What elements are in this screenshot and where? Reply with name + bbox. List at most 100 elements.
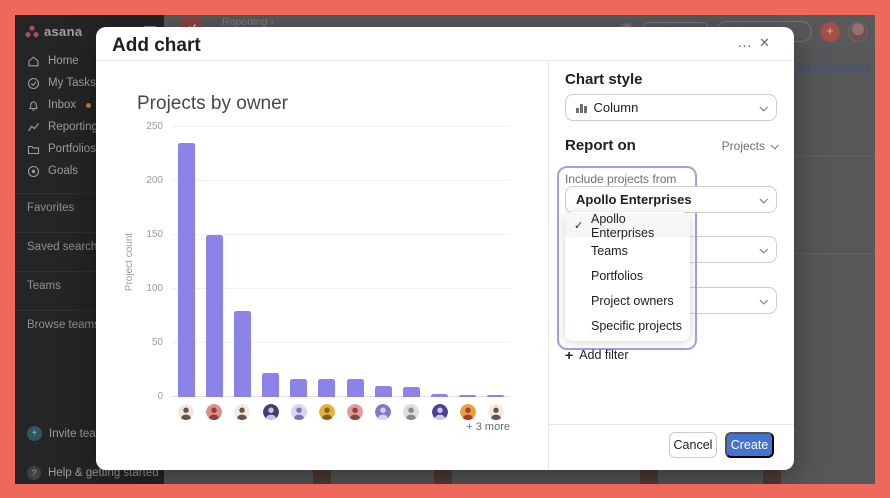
y-tick-label: 150 <box>146 229 163 240</box>
owner-avatar-7 <box>347 404 364 420</box>
dropdown-option-specific-projects[interactable]: Specific projects <box>565 313 690 338</box>
invite-icon: + <box>27 426 42 441</box>
more-options-icon[interactable]: … <box>737 34 753 51</box>
sidebar-item-label: Goals <box>48 165 79 177</box>
y-tick-label: 100 <box>146 283 163 294</box>
sidebar-divider <box>15 193 164 194</box>
create-omni-button[interactable]: + <box>820 21 840 42</box>
y-tick-label: 200 <box>146 175 163 186</box>
dropdown-option-teams[interactable]: Teams <box>565 238 690 263</box>
include-projects-value: Apollo Enterprises <box>576 192 692 207</box>
owner-avatar-8 <box>375 404 392 420</box>
dropdown-option-apollo-enterprises[interactable]: ✓ Apollo Enterprises <box>565 211 690 240</box>
close-icon[interactable]: ✕ <box>759 35 770 50</box>
chevron-down-icon <box>759 194 768 204</box>
dropdown-option-label: Specific projects <box>591 318 683 333</box>
include-projects-select[interactable]: Apollo Enterprises <box>565 186 777 213</box>
dropdown-option-label: Apollo Enterprises <box>591 211 655 240</box>
bar-owner-4 <box>262 373 280 397</box>
sidebar-item-goals[interactable]: Goals <box>15 160 164 182</box>
gridline <box>172 126 510 127</box>
bell-icon <box>27 99 40 112</box>
plus-icon: + <box>565 347 574 363</box>
help-label: Help & getting started <box>48 467 159 479</box>
bar-owner-12 <box>487 394 505 397</box>
dropdown-option-label: Teams <box>591 243 628 258</box>
add-filter-label: Add filter <box>579 348 629 362</box>
sidebar-section-favorites[interactable]: Favorites <box>27 202 75 214</box>
report-on-heading: Report on <box>565 137 636 154</box>
sidebar-section-saved-searches[interactable]: Saved searches <box>27 241 110 253</box>
include-projects-label: Include projects from <box>565 172 677 186</box>
sidebar-nav: Home My Tasks Inbox Reporting Portfolios Goal… <box>15 50 164 182</box>
include-projects-dropdown: ✓ Apollo Enterprises Teams Portfolios Projec… <box>565 212 690 341</box>
gridline <box>172 288 510 289</box>
cancel-button[interactable]: Cancel <box>669 432 717 458</box>
sidebar-divider <box>15 271 164 272</box>
sidebar-item-my-tasks[interactable]: My Tasks <box>15 72 164 94</box>
sidebar-item-home[interactable]: Home <box>15 50 164 72</box>
breadcrumb[interactable]: Reporting › <box>222 16 274 28</box>
sidebar-item-inbox[interactable]: Inbox <box>15 94 164 116</box>
chevron-down-icon <box>759 244 768 254</box>
send-feedback-link[interactable]: Send feedback <box>796 60 870 72</box>
chart-style-select[interactable]: Column <box>565 94 777 121</box>
add-filter-button[interactable]: + Add filter <box>565 347 629 363</box>
bar-owner-5 <box>290 378 308 397</box>
more-owners-label[interactable]: + 3 more <box>466 421 510 433</box>
sidebar-item-label: Reporting <box>48 121 98 133</box>
sidebar-section-teams[interactable]: Teams <box>27 280 61 292</box>
app-window: asana Home My Tasks Inbox Reporting Portfoli… <box>15 15 875 484</box>
user-avatar[interactable] <box>848 21 868 42</box>
bar-owner-11 <box>459 394 477 397</box>
report-scope-select[interactable]: Projects <box>722 139 779 153</box>
sidebar-item-label: Portfolios <box>48 143 96 155</box>
bar-owner-10 <box>431 393 449 397</box>
dropdown-option-portfolios[interactable]: Portfolios <box>565 263 690 288</box>
y-axis-label: Project count <box>124 232 135 292</box>
owner-avatar-2 <box>206 404 223 420</box>
sidebar-section-browse-teams[interactable]: Browse teams <box>27 319 100 331</box>
chart-style-value: Column <box>593 100 639 115</box>
bar-owner-1 <box>177 143 195 397</box>
chevron-down-icon <box>759 295 768 305</box>
check-circle-icon <box>27 77 40 90</box>
owner-avatar-6 <box>318 404 335 420</box>
add-chart-modal: Add chart … ✕ Projects by owner Project … <box>96 27 794 470</box>
bar-owner-7 <box>346 378 364 397</box>
target-icon <box>27 165 40 178</box>
help-icon: ? <box>27 466 41 480</box>
owner-avatar-12 <box>487 404 504 420</box>
create-button[interactable]: Create <box>725 432 774 458</box>
gridline <box>172 234 510 235</box>
owner-avatar-9 <box>403 404 420 420</box>
sidebar-item-label: Inbox <box>48 99 77 111</box>
owner-avatar-4 <box>262 404 279 420</box>
asana-logo[interactable]: asana <box>25 24 82 39</box>
y-tick-label: 250 <box>146 121 163 132</box>
bar-owner-9 <box>402 387 420 397</box>
gridline <box>172 396 510 397</box>
bar-owner-3 <box>233 310 251 397</box>
sidebar-item-reporting[interactable]: Reporting <box>15 116 164 138</box>
footer-divider <box>549 424 794 425</box>
bar-owner-6 <box>318 378 336 397</box>
owner-avatar-10 <box>431 404 448 420</box>
y-tick-label: 0 <box>157 391 163 402</box>
owner-avatar-1 <box>178 404 195 420</box>
owner-avatar-5 <box>290 404 307 420</box>
unread-dot <box>86 102 92 108</box>
folder-icon <box>27 143 40 156</box>
sidebar-divider <box>15 232 164 233</box>
chart-plot-area: Project count 0 50 100 150 200 250 <box>124 121 510 420</box>
panel-divider <box>548 61 549 470</box>
bar-owner-2 <box>205 235 223 397</box>
sidebar-item-portfolios[interactable]: Portfolios <box>15 138 164 160</box>
sidebar-divider <box>15 310 164 311</box>
background-card-edge <box>760 155 875 156</box>
modal-title: Add chart <box>112 35 201 56</box>
dropdown-option-project-owners[interactable]: Project owners <box>565 288 690 313</box>
home-icon <box>27 55 40 68</box>
help-button[interactable]: ? Help & getting started <box>27 466 159 480</box>
